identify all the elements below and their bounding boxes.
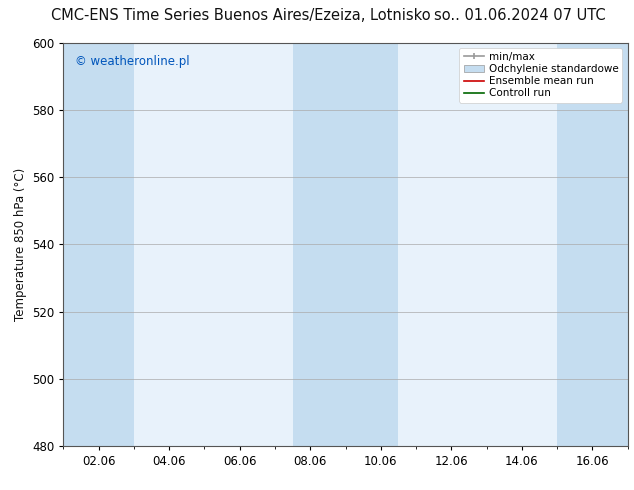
Bar xyxy=(557,43,628,446)
Y-axis label: Temperature 850 hPa (°C): Temperature 850 hPa (°C) xyxy=(13,168,27,321)
Bar xyxy=(63,43,134,446)
Text: CMC-ENS Time Series Buenos Aires/Ezeiza, Lotnisko: CMC-ENS Time Series Buenos Aires/Ezeiza,… xyxy=(51,8,430,24)
Text: so.. 01.06.2024 07 UTC: so.. 01.06.2024 07 UTC xyxy=(434,8,605,24)
Legend: min/max, Odchylenie standardowe, Ensemble mean run, Controll run: min/max, Odchylenie standardowe, Ensembl… xyxy=(460,48,623,102)
Bar xyxy=(293,43,398,446)
Text: © weatheronline.pl: © weatheronline.pl xyxy=(75,55,190,68)
